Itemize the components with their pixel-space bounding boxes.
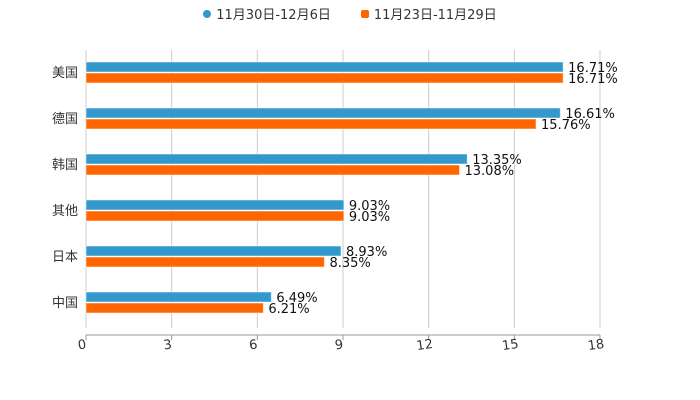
category-label: 韩国	[52, 158, 78, 173]
bar-2	[85, 256, 325, 268]
category-label: 美国	[52, 66, 78, 81]
data-label: 9.03%	[349, 210, 390, 225]
data-label: 8.93%	[346, 245, 387, 260]
legend-item-series-1[interactable]: 11月30日-12月6日	[203, 4, 331, 23]
legend-item-series-2[interactable]: 11月23日-11月29日	[360, 4, 497, 23]
data-label: 6.21%	[268, 302, 309, 317]
bar-2	[85, 302, 264, 314]
x-tick-label: 0	[77, 337, 87, 353]
x-tick-label: 6	[248, 337, 258, 353]
data-label: 9.03%	[349, 199, 390, 214]
category-label: 中国	[52, 296, 78, 311]
x-tick-label: 12	[415, 337, 433, 354]
data-label: 16.71%	[568, 72, 618, 87]
bar-2	[85, 210, 345, 222]
data-label: 6.49%	[276, 291, 317, 306]
data-label: 13.35%	[472, 153, 522, 168]
bar-1	[85, 245, 342, 257]
x-tick-label: 18	[587, 337, 605, 354]
bar-1	[85, 61, 564, 73]
category-label: 德国	[52, 112, 78, 127]
bar-1	[85, 107, 561, 119]
data-label: 16.71%	[568, 61, 618, 76]
data-label: 15.76%	[541, 118, 591, 133]
category-label: 其他	[52, 204, 78, 219]
bar-2	[85, 164, 461, 176]
bar-1	[85, 291, 272, 303]
legend-label: 11月30日-12月6日	[216, 8, 331, 23]
legend-label: 11月23日-11月29日	[373, 8, 497, 23]
data-label: 13.08%	[465, 164, 515, 179]
bar-2	[85, 118, 537, 130]
x-tick-label: 9	[334, 337, 344, 353]
x-tick-label: 15	[501, 337, 519, 354]
bar-2	[85, 72, 564, 84]
data-label: 8.35%	[329, 256, 370, 271]
bar-1	[85, 153, 468, 165]
legend-marker	[360, 9, 369, 18]
bar-1	[85, 199, 345, 211]
category-label: 日本	[52, 250, 78, 265]
legend: 11月30日-12月6日 11月23日-11月29日	[0, 4, 700, 23]
legend-marker	[203, 9, 212, 18]
x-tick-label: 3	[163, 337, 173, 353]
data-label: 16.61%	[565, 107, 615, 122]
